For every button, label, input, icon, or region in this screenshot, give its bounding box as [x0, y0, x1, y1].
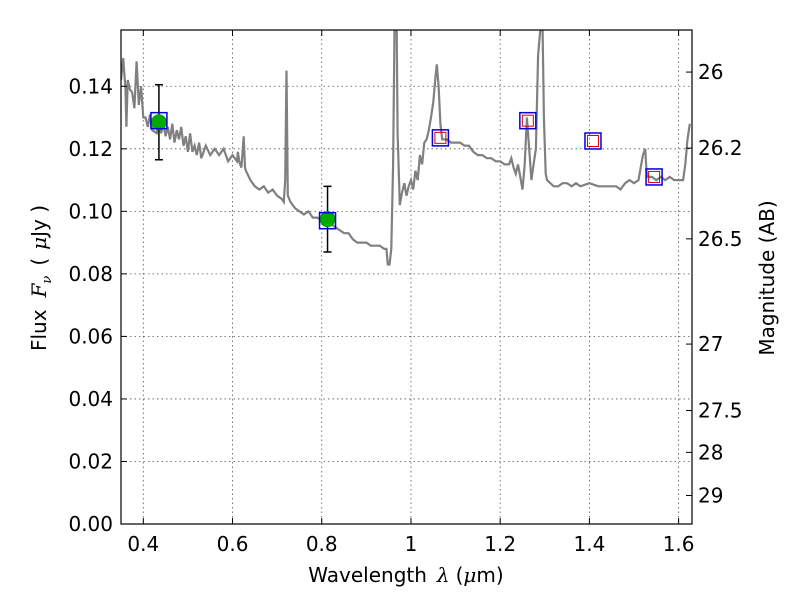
model-photometry-square — [318, 211, 337, 230]
model-photometry-square — [431, 129, 450, 147]
y-tick-label: 0.08 — [68, 262, 113, 286]
x-tick-label: 1.4 — [573, 532, 605, 556]
upper-limit-square — [648, 170, 661, 183]
model-photometry-square — [584, 132, 602, 150]
y-tick-label: 0.06 — [68, 324, 113, 348]
axis-ticks: 0.4 0.6 0.8 1 1.2 1.4 1.6 0.00 0.02 0.04 0.06 0.08 0… — [68, 30, 743, 556]
mag-tick-label: 28 — [698, 440, 723, 464]
grid — [121, 30, 692, 525]
x-tick-label: 1.2 — [484, 532, 516, 556]
mag-tick-label: 29 — [698, 483, 723, 507]
y-tick-label: 0.02 — [68, 449, 113, 473]
mag-tick-label: 27.5 — [698, 398, 743, 422]
x-tick-label: 1.6 — [663, 532, 695, 556]
model-photometry-square — [519, 111, 537, 130]
spectrum-layer — [121, 30, 691, 266]
mag-tick-label: 26 — [698, 60, 723, 84]
upper-limit-square — [434, 131, 447, 144]
right-axis-label: Magnitude (AB) — [755, 200, 779, 355]
model-photometry-square — [150, 111, 168, 130]
detection-point — [319, 211, 336, 228]
mag-tick-label: 26.5 — [698, 227, 743, 251]
y-tick-label: 0.00 — [68, 512, 113, 536]
y-tick-label: 0.10 — [68, 199, 113, 223]
y-tick-label: 0.12 — [68, 137, 113, 161]
photometry-marks — [150, 83, 663, 253]
mag-tick-label: 26.2 — [698, 136, 743, 160]
template-spectrum-line — [121, 30, 691, 266]
upper-limit-square — [521, 114, 534, 127]
x-axis-label: Wavelength λ (μm) — [308, 563, 503, 587]
x-tick-label: 0.4 — [127, 532, 159, 556]
x-tick-label: 0.8 — [306, 532, 338, 556]
y-tick-label: 0.14 — [68, 74, 113, 98]
mag-tick-label: 27 — [698, 332, 723, 356]
model-photometry-square — [645, 168, 663, 186]
detection-point — [150, 114, 167, 131]
y-axis-label: FluxFν(μJy ) — [27, 205, 55, 351]
plot-frame — [120, 29, 693, 525]
x-tick-label: 0.6 — [217, 532, 249, 556]
y-tick-label: 0.04 — [68, 387, 113, 411]
x-tick-label: 1 — [405, 532, 418, 556]
upper-limit-square — [586, 134, 599, 147]
